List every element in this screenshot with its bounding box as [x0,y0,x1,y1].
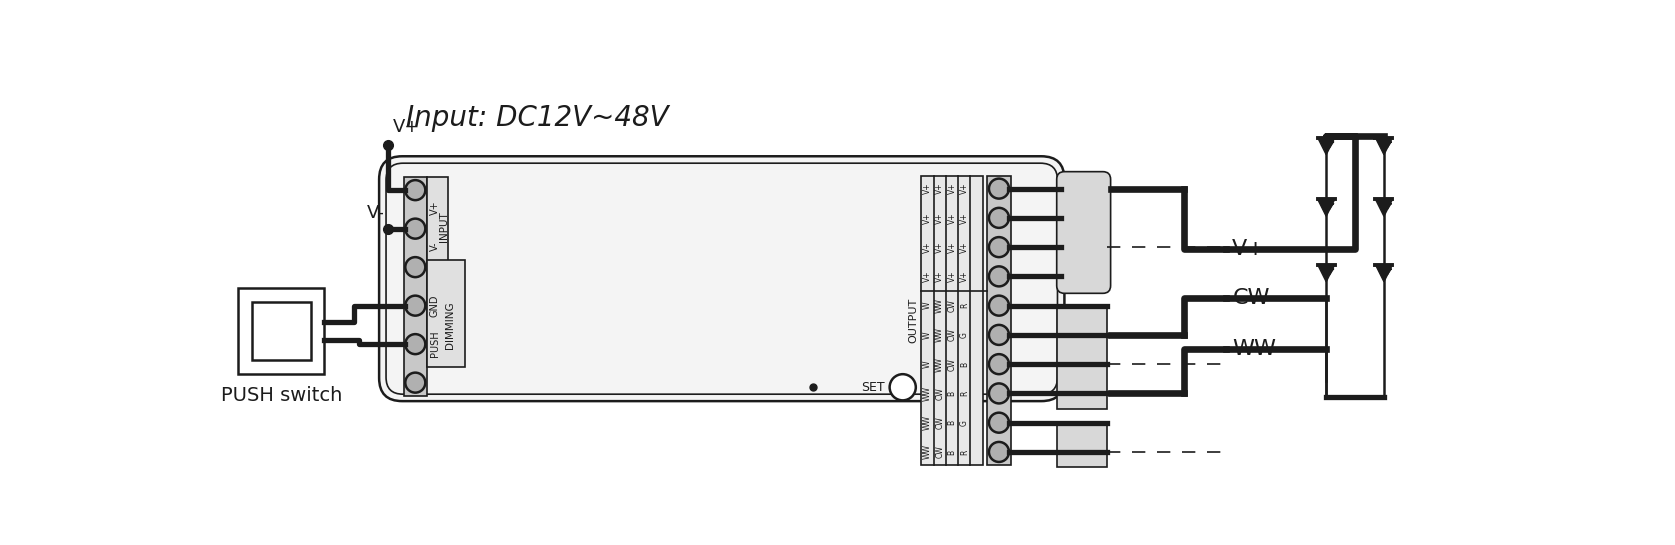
Circle shape [405,295,425,316]
Bar [988,175,1010,465]
Text: V+: V+ [935,270,945,282]
Text: B: B [960,361,968,367]
Polygon shape [1318,199,1335,216]
Text: W: W [923,302,931,310]
Circle shape [988,295,1008,316]
Bar [921,175,983,465]
Text: V+: V+ [923,241,931,253]
Text: V-: V- [429,241,439,251]
Text: CW: CW [948,299,956,312]
Text: G: G [960,420,968,426]
Text: V+: V+ [429,201,439,215]
Text: PUSH switch: PUSH switch [221,386,342,405]
Text: PUSH: PUSH [429,331,439,358]
Text: V+: V+ [923,212,931,223]
Circle shape [405,373,425,392]
Circle shape [405,219,425,239]
Text: WW: WW [935,356,945,372]
Bar [427,177,449,263]
Text: V+: V+ [948,212,956,223]
Text: WW: WW [935,328,945,342]
Text: V-: V- [367,204,385,222]
Text: OUTPUT: OUTPUT [908,298,918,343]
Text: CW: CW [935,387,945,400]
Text: V+: V+ [948,270,956,282]
Text: WW: WW [923,415,931,430]
Polygon shape [1318,138,1335,155]
Text: Input: DC12V~48V: Input: DC12V~48V [405,104,668,132]
Text: B: B [948,391,956,396]
Circle shape [988,325,1008,345]
Text: V+: V+ [935,212,945,223]
Circle shape [405,257,425,277]
Text: CW: CW [1233,288,1270,308]
Circle shape [988,442,1008,462]
Text: V+: V+ [923,183,931,195]
Text: SET: SET [861,381,884,393]
Bar [1057,307,1107,409]
Circle shape [405,334,425,354]
Text: R: R [960,391,968,396]
Circle shape [988,384,1008,403]
Text: V+: V+ [948,241,956,253]
Text: WW: WW [923,386,931,401]
Circle shape [988,413,1008,433]
FancyBboxPatch shape [379,156,1064,401]
Polygon shape [1375,199,1392,216]
Text: B: B [948,450,956,455]
Text: W: W [923,360,931,368]
Bar [238,288,325,374]
Text: CW: CW [935,416,945,429]
Bar [427,260,466,367]
Text: DIMMING: DIMMING [446,301,456,349]
Text: CW: CW [948,358,956,371]
Text: V+: V+ [935,241,945,253]
Polygon shape [1375,265,1392,282]
Text: V+: V+ [948,183,956,195]
Text: R: R [960,303,968,308]
Text: CW: CW [948,329,956,341]
Bar [1057,424,1107,468]
Text: GND: GND [429,294,439,317]
Bar [251,302,310,360]
Text: V+: V+ [923,270,931,282]
Text: V+: V+ [960,270,968,282]
Text: V+: V+ [935,183,945,195]
Polygon shape [1375,138,1392,155]
Text: V+: V+ [960,212,968,223]
Circle shape [988,267,1008,286]
Text: INPUT: INPUT [439,211,449,243]
Text: W: W [923,331,931,338]
Bar [404,177,427,396]
Text: V+: V+ [1233,239,1266,259]
Text: G: G [960,332,968,338]
Text: V+: V+ [394,118,420,136]
Circle shape [988,179,1008,198]
Text: WW: WW [923,444,931,459]
Text: B: B [948,420,956,425]
Circle shape [889,374,916,401]
Circle shape [988,237,1008,257]
Text: CW: CW [935,446,945,458]
Text: WW: WW [1233,339,1276,359]
Text: V+: V+ [960,183,968,195]
Text: V+: V+ [960,241,968,253]
Text: WW: WW [935,298,945,313]
Text: R: R [960,449,968,455]
Circle shape [988,208,1008,228]
Circle shape [988,354,1008,374]
Circle shape [405,180,425,200]
Polygon shape [1318,265,1335,282]
FancyBboxPatch shape [1057,172,1111,293]
